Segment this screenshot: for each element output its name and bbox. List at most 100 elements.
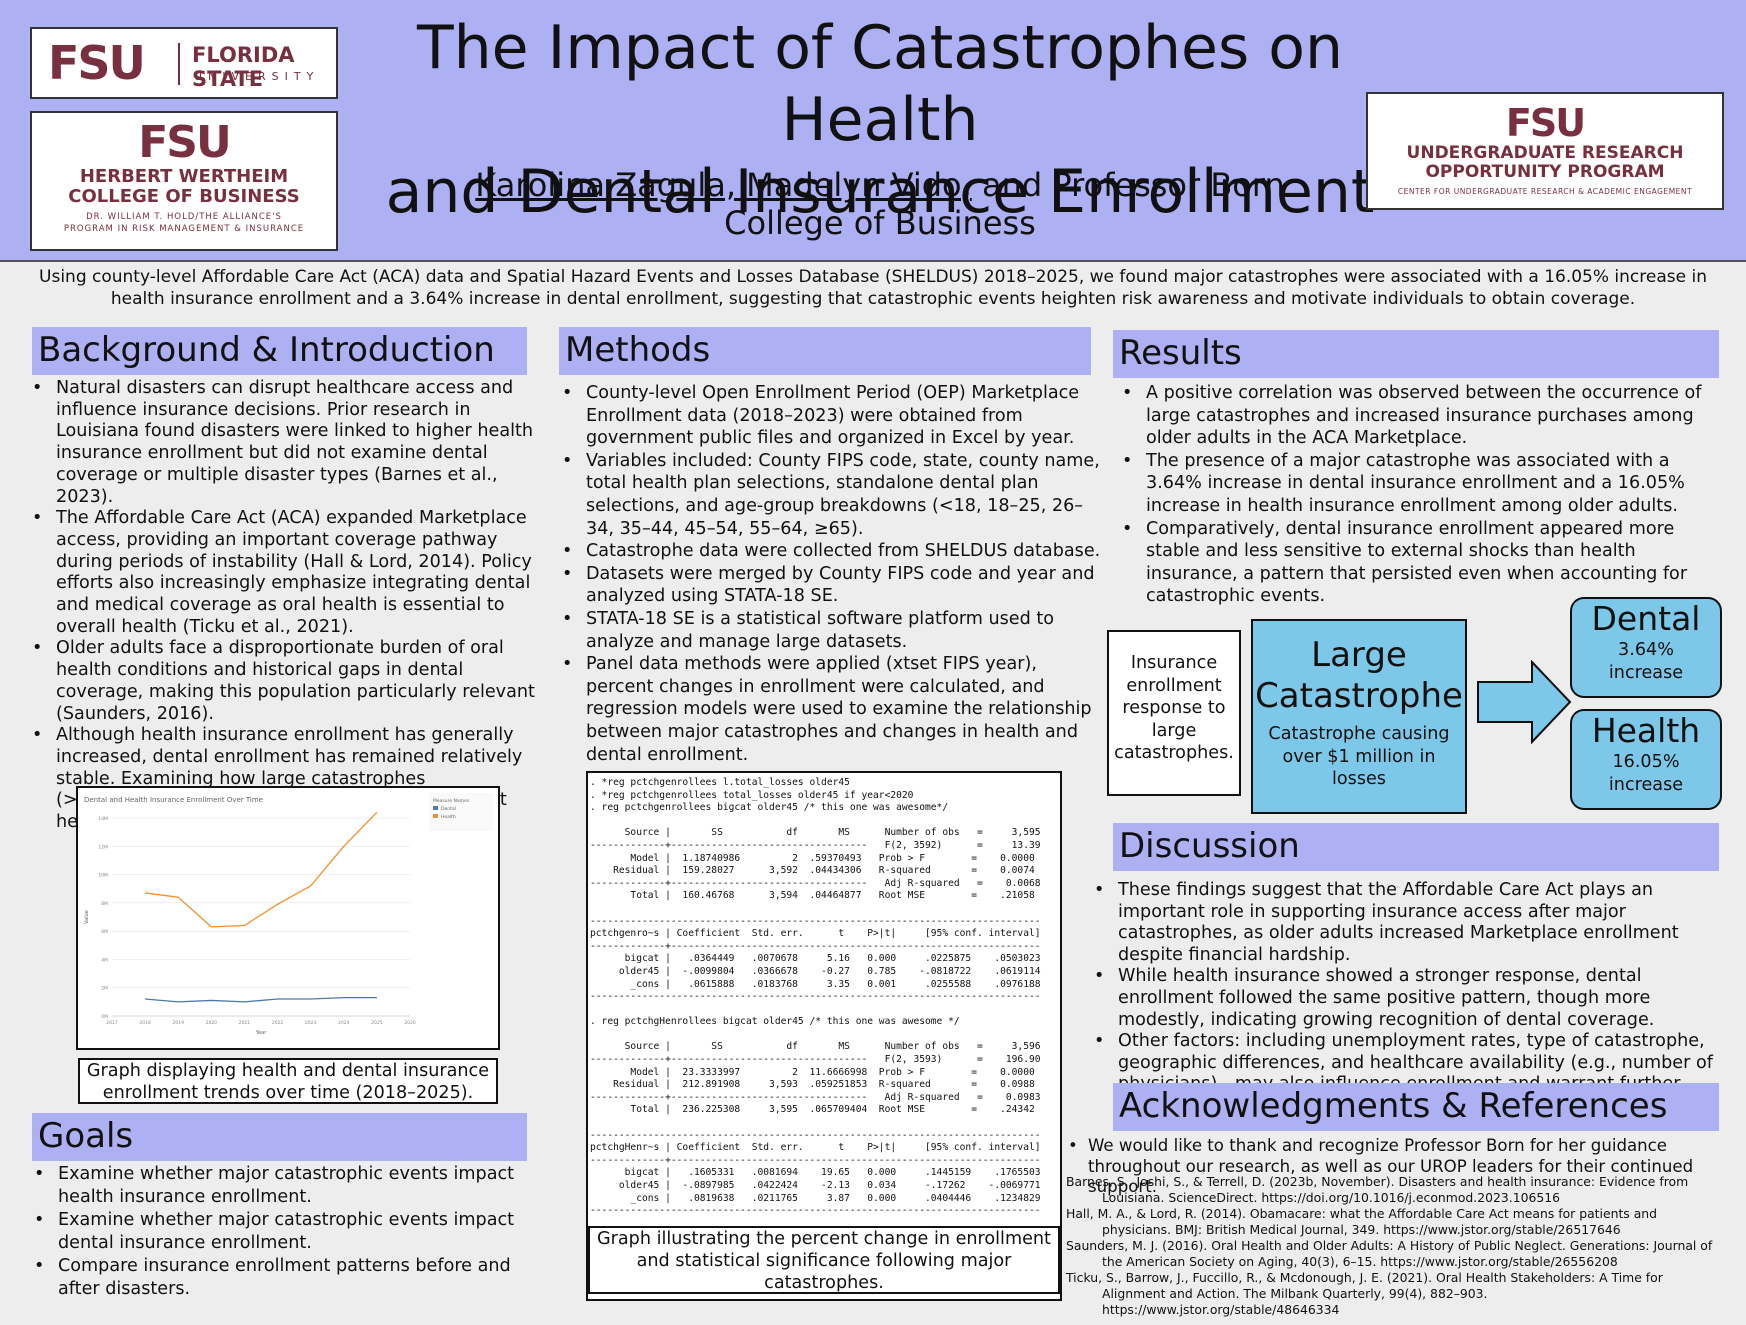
x-tick-label: 2021: [239, 1020, 251, 1026]
legend-label-dental: Dental: [441, 806, 456, 812]
reference-item: Saunders, M. J. (2016). Oral Health and …: [1066, 1238, 1713, 1269]
x-tick-label: 2023: [305, 1020, 317, 1026]
x-tick-label: 2022: [272, 1020, 284, 1026]
chart-title: Dental and Health Insurance Enrollment O…: [84, 796, 263, 804]
section-title-methods: Methods: [559, 327, 1091, 375]
legend-label-health: Health: [441, 814, 456, 820]
reference-item: Hall, M. A., & Lord, R. (2014). Obamacar…: [1066, 1206, 1658, 1237]
poster-title: The Impact of Catastrophes on Health and…: [340, 12, 1420, 228]
goal-item: Examine whether major catastrophic event…: [32, 1163, 552, 1209]
legend-swatch-dental: [433, 806, 438, 810]
y-tick-label: 0M: [101, 1014, 108, 1020]
urop-logo-line1: UNDERGRADUATE RESEARCH: [1406, 143, 1684, 163]
author-names-underlined: Karolina Zagula, Madelyn Vido,: [475, 166, 972, 204]
right-arrow-icon: [1477, 660, 1572, 744]
acknowledgment-text: We would like to thank and recognize Pro…: [1066, 1136, 1732, 1198]
x-tick-label: 2018: [139, 1020, 151, 1026]
title-line-2: and Dental Insurance Enrollment: [385, 157, 1375, 227]
x-tick-label: 2019: [172, 1020, 184, 1026]
large-catastrophe-box: Large Catastrophe Catastrophe causing ov…: [1251, 619, 1467, 814]
business-logo-line3: DR. WILLIAM T. HOLD/THE ALLIANCE'S: [86, 212, 282, 222]
business-logo-line4: PROGRAM IN RISK MANAGEMENT & INSURANCE: [63, 224, 305, 234]
reference-item: Ticku, S., Barrow, J., Fuccillo, R., & M…: [1066, 1270, 1663, 1317]
fsu-logo-divider: [178, 43, 180, 85]
dental-result-box: Dental 3.64% increase: [1570, 597, 1722, 698]
section-title-background: Background & Introduction: [32, 327, 527, 375]
x-tick-label: 2017: [106, 1020, 118, 1026]
series-line-dental: [145, 996, 377, 1003]
methods-bullet: Datasets were merged by County FIPS code…: [560, 563, 1108, 608]
methods-bullet: Variables included: County FIPS code, st…: [560, 450, 1108, 540]
health-result-box: Health 16.05% increase: [1570, 709, 1722, 810]
background-bullet: Older adults face a disproportionate bur…: [30, 638, 550, 725]
discussion-bullets: These findings suggest that the Affordab…: [1092, 880, 1728, 1118]
business-logo-line1: HERBERT WERTHEIM: [79, 166, 289, 187]
acknowledgments-thanks: We would like to thank and recognize Pro…: [1066, 1136, 1732, 1198]
intro-box-text: Insurance enrollment response to large c…: [1114, 653, 1234, 764]
fsu-logo-name: FLORIDA STATE: [192, 43, 295, 91]
x-tick-label: 2025: [371, 1020, 383, 1026]
goals-bullets: Examine whether major catastrophic event…: [32, 1163, 552, 1301]
background-bullets: Natural disasters can disrupt healthcare…: [30, 378, 550, 834]
legend-swatch-health: [433, 814, 438, 818]
x-tick-label: 2026: [404, 1020, 416, 1026]
urop-logo-line2: OPPORTUNITY PROGRAM: [1425, 162, 1665, 182]
authors-block: Karolina Zagula, Madelyn Vido, and Profe…: [340, 166, 1420, 242]
fsu-logo-subname: UNIVERSITY: [194, 70, 320, 83]
references-list: Barnes, S., Joshi, S., & Terrell, D. (20…: [1066, 1174, 1726, 1318]
x-axis-label: Year: [255, 1030, 268, 1036]
methods-bullet: Catastrophe data were collected from SHE…: [560, 540, 1108, 563]
results-bullet: Comparatively, dental insurance enrollme…: [1120, 518, 1720, 608]
x-tick-label: 2020: [206, 1020, 218, 1026]
enrollment-chart-frame: Dental and Health Insurance Enrollment O…: [76, 786, 500, 1050]
goal-item: Examine whether major catastrophic event…: [32, 1209, 552, 1255]
enrollment-line-chart: Dental and Health Insurance Enrollment O…: [84, 793, 493, 1036]
y-tick-label: 6M: [101, 929, 108, 935]
urop-logo-mark: FSU: [1505, 101, 1586, 145]
methods-bullet: Panel data methods were applied (xtset F…: [560, 653, 1108, 766]
section-title-acknowledgments: Acknowledgments & References: [1113, 1083, 1719, 1131]
dental-result-title: Dental: [1591, 599, 1701, 638]
urop-logo-line3: CENTER FOR UNDERGRADUATE RESEARCH & ACAD…: [1397, 187, 1693, 196]
business-logo-line2: COLLEGE OF BUSINESS: [68, 186, 300, 207]
legend-title: Measure Names: [433, 798, 470, 804]
author-list: Karolina Zagula, Madelyn Vido, and Profe…: [340, 166, 1420, 204]
y-tick-label: 2M: [101, 986, 108, 992]
methods-bullet: STATA-18 SE is a statistical software pl…: [560, 608, 1108, 653]
y-tick-label: 12M: [98, 844, 108, 850]
intro-box: Insurance enrollment response to large c…: [1107, 630, 1241, 796]
y-tick-label: 4M: [101, 957, 108, 963]
y-tick-label: 10M: [98, 873, 108, 879]
methods-bullets: County-level Open Enrollment Period (OEP…: [560, 382, 1108, 766]
x-tick-label: 2024: [338, 1020, 350, 1026]
background-bullet: Natural disasters can disrupt healthcare…: [30, 378, 550, 508]
business-college-logo: FSU HERBERT WERTHEIM COLLEGE OF BUSINESS…: [30, 111, 338, 251]
urop-logo: FSU UNDERGRADUATE RESEARCH OPPORTUNITY P…: [1366, 92, 1724, 210]
stata-output-text: . *reg pctchgenrollees l.total_losses ol…: [590, 777, 1041, 1217]
y-axis-label: Value: [84, 910, 90, 924]
large-catastrophe-title: Large Catastrophe: [1255, 635, 1463, 716]
business-logo-mark: FSU: [138, 117, 231, 168]
health-result-value: 16.05% increase: [1608, 752, 1684, 795]
goal-item: Compare insurance enrollment patterns be…: [32, 1255, 552, 1301]
dental-result-value: 3.64% increase: [1608, 640, 1684, 683]
stata-regression-output: . *reg pctchgenrollees l.total_losses ol…: [586, 771, 1062, 1301]
background-bullet: The Affordable Care Act (ACA) expanded M…: [30, 508, 550, 638]
reference-item: Barnes, S., Joshi, S., & Terrell, D. (20…: [1066, 1174, 1689, 1205]
enrollment-chart-caption: Graph displaying health and dental insur…: [78, 1058, 498, 1104]
results-bullet: The presence of a major catastrophe was …: [1120, 450, 1720, 518]
results-bullets: A positive correlation was observed betw…: [1120, 382, 1720, 608]
regression-caption: Graph illustrating the percent change in…: [588, 1226, 1060, 1294]
fsu-logo: FSU FLORIDA STATE UNIVERSITY: [30, 27, 338, 99]
discussion-bullet: These findings suggest that the Affordab…: [1092, 880, 1728, 966]
affiliation: College of Business: [724, 204, 1036, 242]
y-tick-label: 14M: [98, 816, 108, 822]
results-bullet: A positive correlation was observed betw…: [1120, 382, 1720, 450]
discussion-bullet: While health insurance showed a stronger…: [1092, 966, 1728, 1031]
section-title-results: Results: [1113, 330, 1719, 378]
large-catastrophe-description: Catastrophe causing over $1 million in l…: [1268, 724, 1450, 790]
author-names-rest: and Professor Born: [971, 166, 1285, 204]
chart-legend: [429, 793, 493, 831]
fsu-logo-mark: FSU: [48, 36, 146, 90]
section-title-discussion: Discussion: [1113, 823, 1719, 871]
